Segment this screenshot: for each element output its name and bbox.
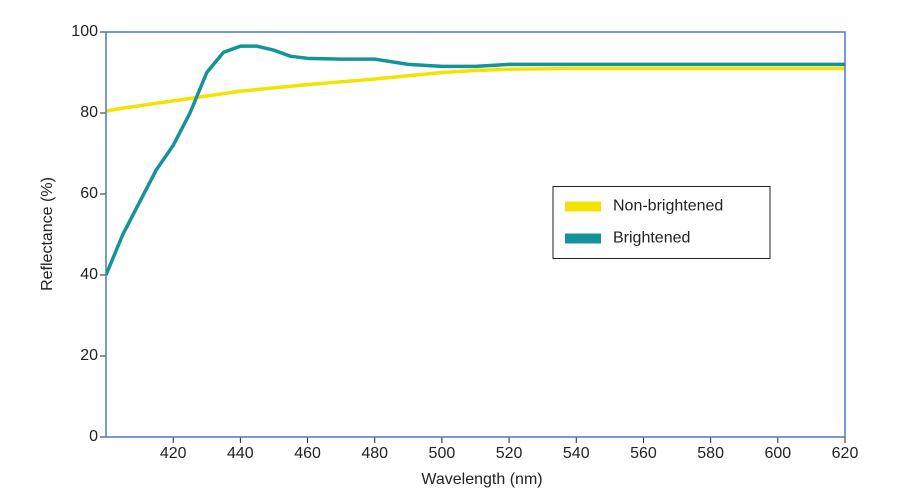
line-series — [106, 44, 845, 276]
legend-label: Non-brightened — [613, 198, 723, 215]
x-tick-label: 460 — [294, 445, 321, 462]
y-tick-label: 100 — [71, 23, 98, 40]
x-tick-label: 440 — [227, 445, 254, 462]
y-axis-label: Reflectance (%) — [39, 177, 56, 291]
x-tick-label: 500 — [429, 445, 456, 462]
legend-label: Brightened — [613, 230, 690, 247]
y-tick-label: 0 — [89, 428, 98, 445]
legend-box — [552, 186, 771, 259]
x-tick-label: 560 — [630, 445, 657, 462]
x-tick-label: 600 — [764, 445, 791, 462]
x-tick-label: 480 — [361, 445, 388, 462]
x-tick-label: 520 — [496, 445, 523, 462]
x-axis-label: Wavelength (nm) — [421, 471, 542, 488]
legend-swatch — [565, 201, 601, 212]
x-tick-label: 580 — [697, 445, 724, 462]
legend-swatch — [565, 233, 601, 244]
y-tick-label: 40 — [80, 266, 98, 283]
x-tick-label: 620 — [832, 445, 859, 462]
line-series — [106, 66, 845, 113]
y-tick-label: 60 — [80, 185, 98, 202]
x-tick-label: 420 — [160, 445, 187, 462]
y-tick-label: 80 — [80, 104, 98, 121]
y-tick-label: 20 — [80, 347, 98, 364]
plot-frame — [105, 31, 846, 438]
x-tick-label: 540 — [563, 445, 590, 462]
